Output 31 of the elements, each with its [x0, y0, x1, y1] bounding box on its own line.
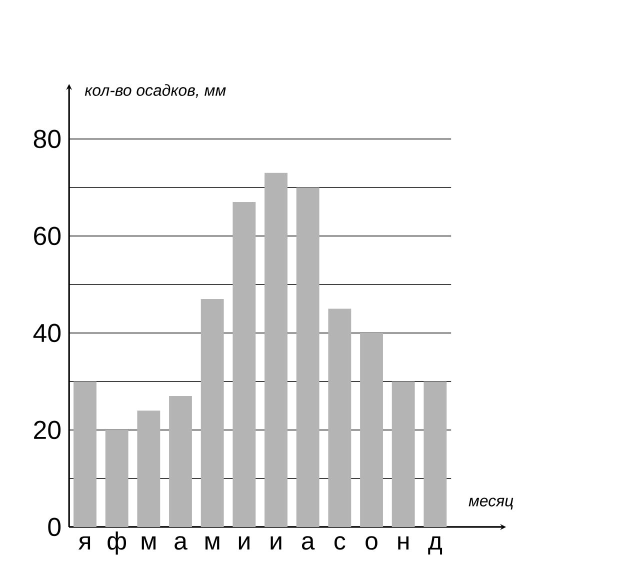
bar	[200, 299, 224, 527]
x-tick-label: а	[302, 536, 315, 550]
y-tick-label: 60	[34, 226, 61, 246]
bar	[137, 410, 160, 527]
bar	[264, 172, 288, 527]
bar	[392, 381, 415, 527]
x-tick-label: с	[334, 536, 346, 550]
y-tick-label: 80	[34, 130, 61, 148]
bar	[105, 430, 128, 527]
bar	[360, 332, 383, 527]
x-tick-label: и	[238, 536, 250, 550]
x-tick-label: я	[78, 536, 90, 550]
bar	[169, 396, 192, 527]
x-tick-label: д	[428, 536, 442, 554]
y-tick-label: 20	[34, 420, 61, 440]
y-tick-label: 40	[33, 324, 61, 342]
x-tick-label: н	[398, 536, 408, 550]
bar	[328, 308, 352, 527]
bar	[424, 381, 447, 527]
bar	[232, 202, 256, 527]
bar	[74, 381, 96, 527]
x-tick-label: м	[206, 536, 220, 550]
y-tick-label: 0	[48, 518, 61, 536]
x-tick-label: ф	[108, 531, 126, 555]
x-tick-label: о	[366, 536, 378, 550]
x-tick-label: м	[142, 536, 156, 550]
x-tick-label: и	[270, 536, 282, 550]
y-axis-title: кол-во осадков, мм	[84, 84, 226, 98]
x-axis-title: месяц	[468, 498, 514, 510]
bar	[296, 187, 320, 527]
x-tick-label: а	[174, 536, 188, 550]
